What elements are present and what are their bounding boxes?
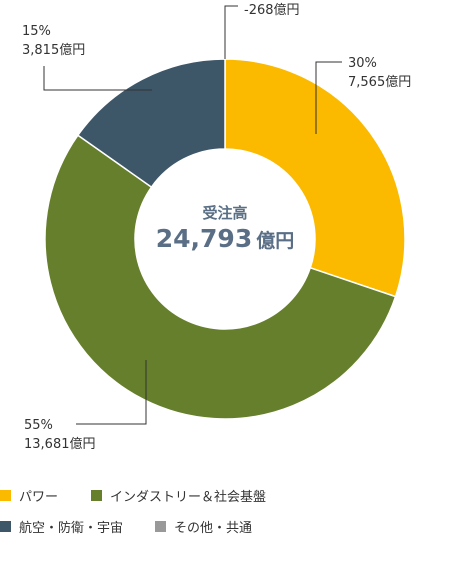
total-value: 24,793 億円 — [130, 224, 320, 253]
legend-label-power: パワー — [19, 490, 59, 505]
data-label-power-amount: 7,565億円 — [348, 75, 412, 90]
leader-line-aerospace — [43, 66, 152, 91]
legend-label-other: その他・共通 — [174, 521, 253, 536]
data-label-industry-percent: 55% — [24, 418, 53, 433]
total-unit: 億円 — [256, 230, 295, 252]
leader-line-power — [315, 61, 342, 134]
data-label-aerospace-amount: 3,815億円 — [22, 43, 86, 58]
donut-slice-aerospace — [76, 58, 226, 189]
legend-label-aerospace: 航空・防衛・宇宙 — [19, 521, 124, 536]
data-label-power-percent: 30% — [348, 56, 377, 71]
legend-swatch-other — [155, 521, 166, 532]
data-label-other-amount: -268億円 — [244, 3, 300, 18]
donut-slices — [44, 58, 406, 420]
legend-item-aerospace: 航空・防衛・宇宙 — [0, 517, 123, 536]
data-label-other: -268億円 — [244, 1, 300, 20]
legend-swatch-industry — [91, 490, 102, 501]
data-label-industry: 55% 13,681億円 — [24, 416, 96, 454]
leader-line-other — [224, 5, 238, 59]
legend-item-industry: インダストリー＆社会基盤 — [91, 486, 266, 505]
data-label-industry-amount: 13,681億円 — [24, 437, 96, 452]
donut-slice-industry — [44, 134, 397, 420]
legend-item-power: パワー — [0, 486, 58, 505]
legend-item-other: その他・共通 — [155, 517, 252, 536]
data-label-aerospace: 15% 3,815億円 — [22, 22, 85, 60]
leader-lines — [43, 5, 342, 425]
total-number: 24,793 — [155, 224, 253, 253]
data-label-power: 30% 7,565億円 — [348, 54, 411, 92]
legend-swatch-power — [0, 490, 11, 501]
donut-slice-power — [224, 58, 406, 298]
legend-swatch-aerospace — [0, 521, 11, 532]
legend-label-industry: インダストリー＆社会基盤 — [110, 490, 267, 505]
chart-title: 受注高 — [202, 204, 248, 222]
leader-line-industry — [76, 360, 147, 425]
data-label-aerospace-percent: 15% — [22, 24, 51, 39]
